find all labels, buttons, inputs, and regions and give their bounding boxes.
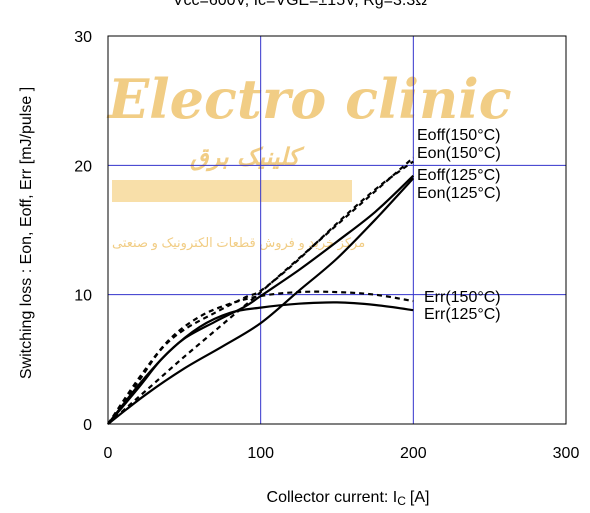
y-tick-label: 30 <box>74 29 92 46</box>
series-lines <box>107 156 415 425</box>
y-tick-label: 20 <box>74 158 92 175</box>
label-eoff-150: Eoff(150°C) <box>417 127 500 144</box>
x-axis-label: Collector current: IC [A] <box>267 489 430 508</box>
x-axis-label-unit: [A] <box>410 489 430 506</box>
series-line-err-150-c <box>107 290 414 425</box>
label-err-125: Err(125°C) <box>424 306 501 323</box>
series-labels: Eoff(150°C) Eon(150°C) Eoff(125°C) Eon(1… <box>417 127 501 323</box>
watermark: Electro clinic کلینیک برق مرکز خرید و فر… <box>106 67 512 251</box>
chart-title: Vcc=600V, Ic=VGE=±15V, Rg=3.3Ω <box>173 0 427 9</box>
watermark-band <box>112 180 352 202</box>
series-line-eoff-125-c <box>107 177 415 425</box>
series-line-err-125-c <box>107 301 414 425</box>
x-axis-ticks: 0 100 200 300 <box>104 445 580 462</box>
y-axis-label: Switching loss : Eon, Eoff, Err [mJ/puls… <box>18 87 35 379</box>
grid <box>108 36 566 424</box>
label-eoff-125: Eoff(125°C) <box>417 167 500 184</box>
watermark-logo-text: Electro clinic <box>106 67 512 131</box>
plot-frame <box>107 35 567 425</box>
watermark-tagline: مرکز خرید و فروش قطعات الکترونیک و صنعتی <box>112 235 365 251</box>
y-tick-label: 0 <box>83 417 92 434</box>
y-axis-ticks: 0 10 20 30 <box>74 29 92 434</box>
x-axis-label-main: Collector current: I <box>267 489 398 506</box>
x-tick-label: 0 <box>104 445 113 462</box>
x-axis-label-subscript: C <box>397 494 406 508</box>
label-err-150: Err(150°C) <box>424 289 501 306</box>
x-tick-label: 300 <box>553 445 580 462</box>
label-eon-125: Eon(125°C) <box>417 185 501 202</box>
y-tick-label: 10 <box>74 288 92 305</box>
x-tick-label: 200 <box>400 445 427 462</box>
x-tick-label: 100 <box>247 445 274 462</box>
watermark-subtitle: کلینیک برق <box>190 142 305 172</box>
label-eon-150: Eon(150°C) <box>417 145 501 162</box>
series-line-eon-150-c <box>107 160 414 425</box>
